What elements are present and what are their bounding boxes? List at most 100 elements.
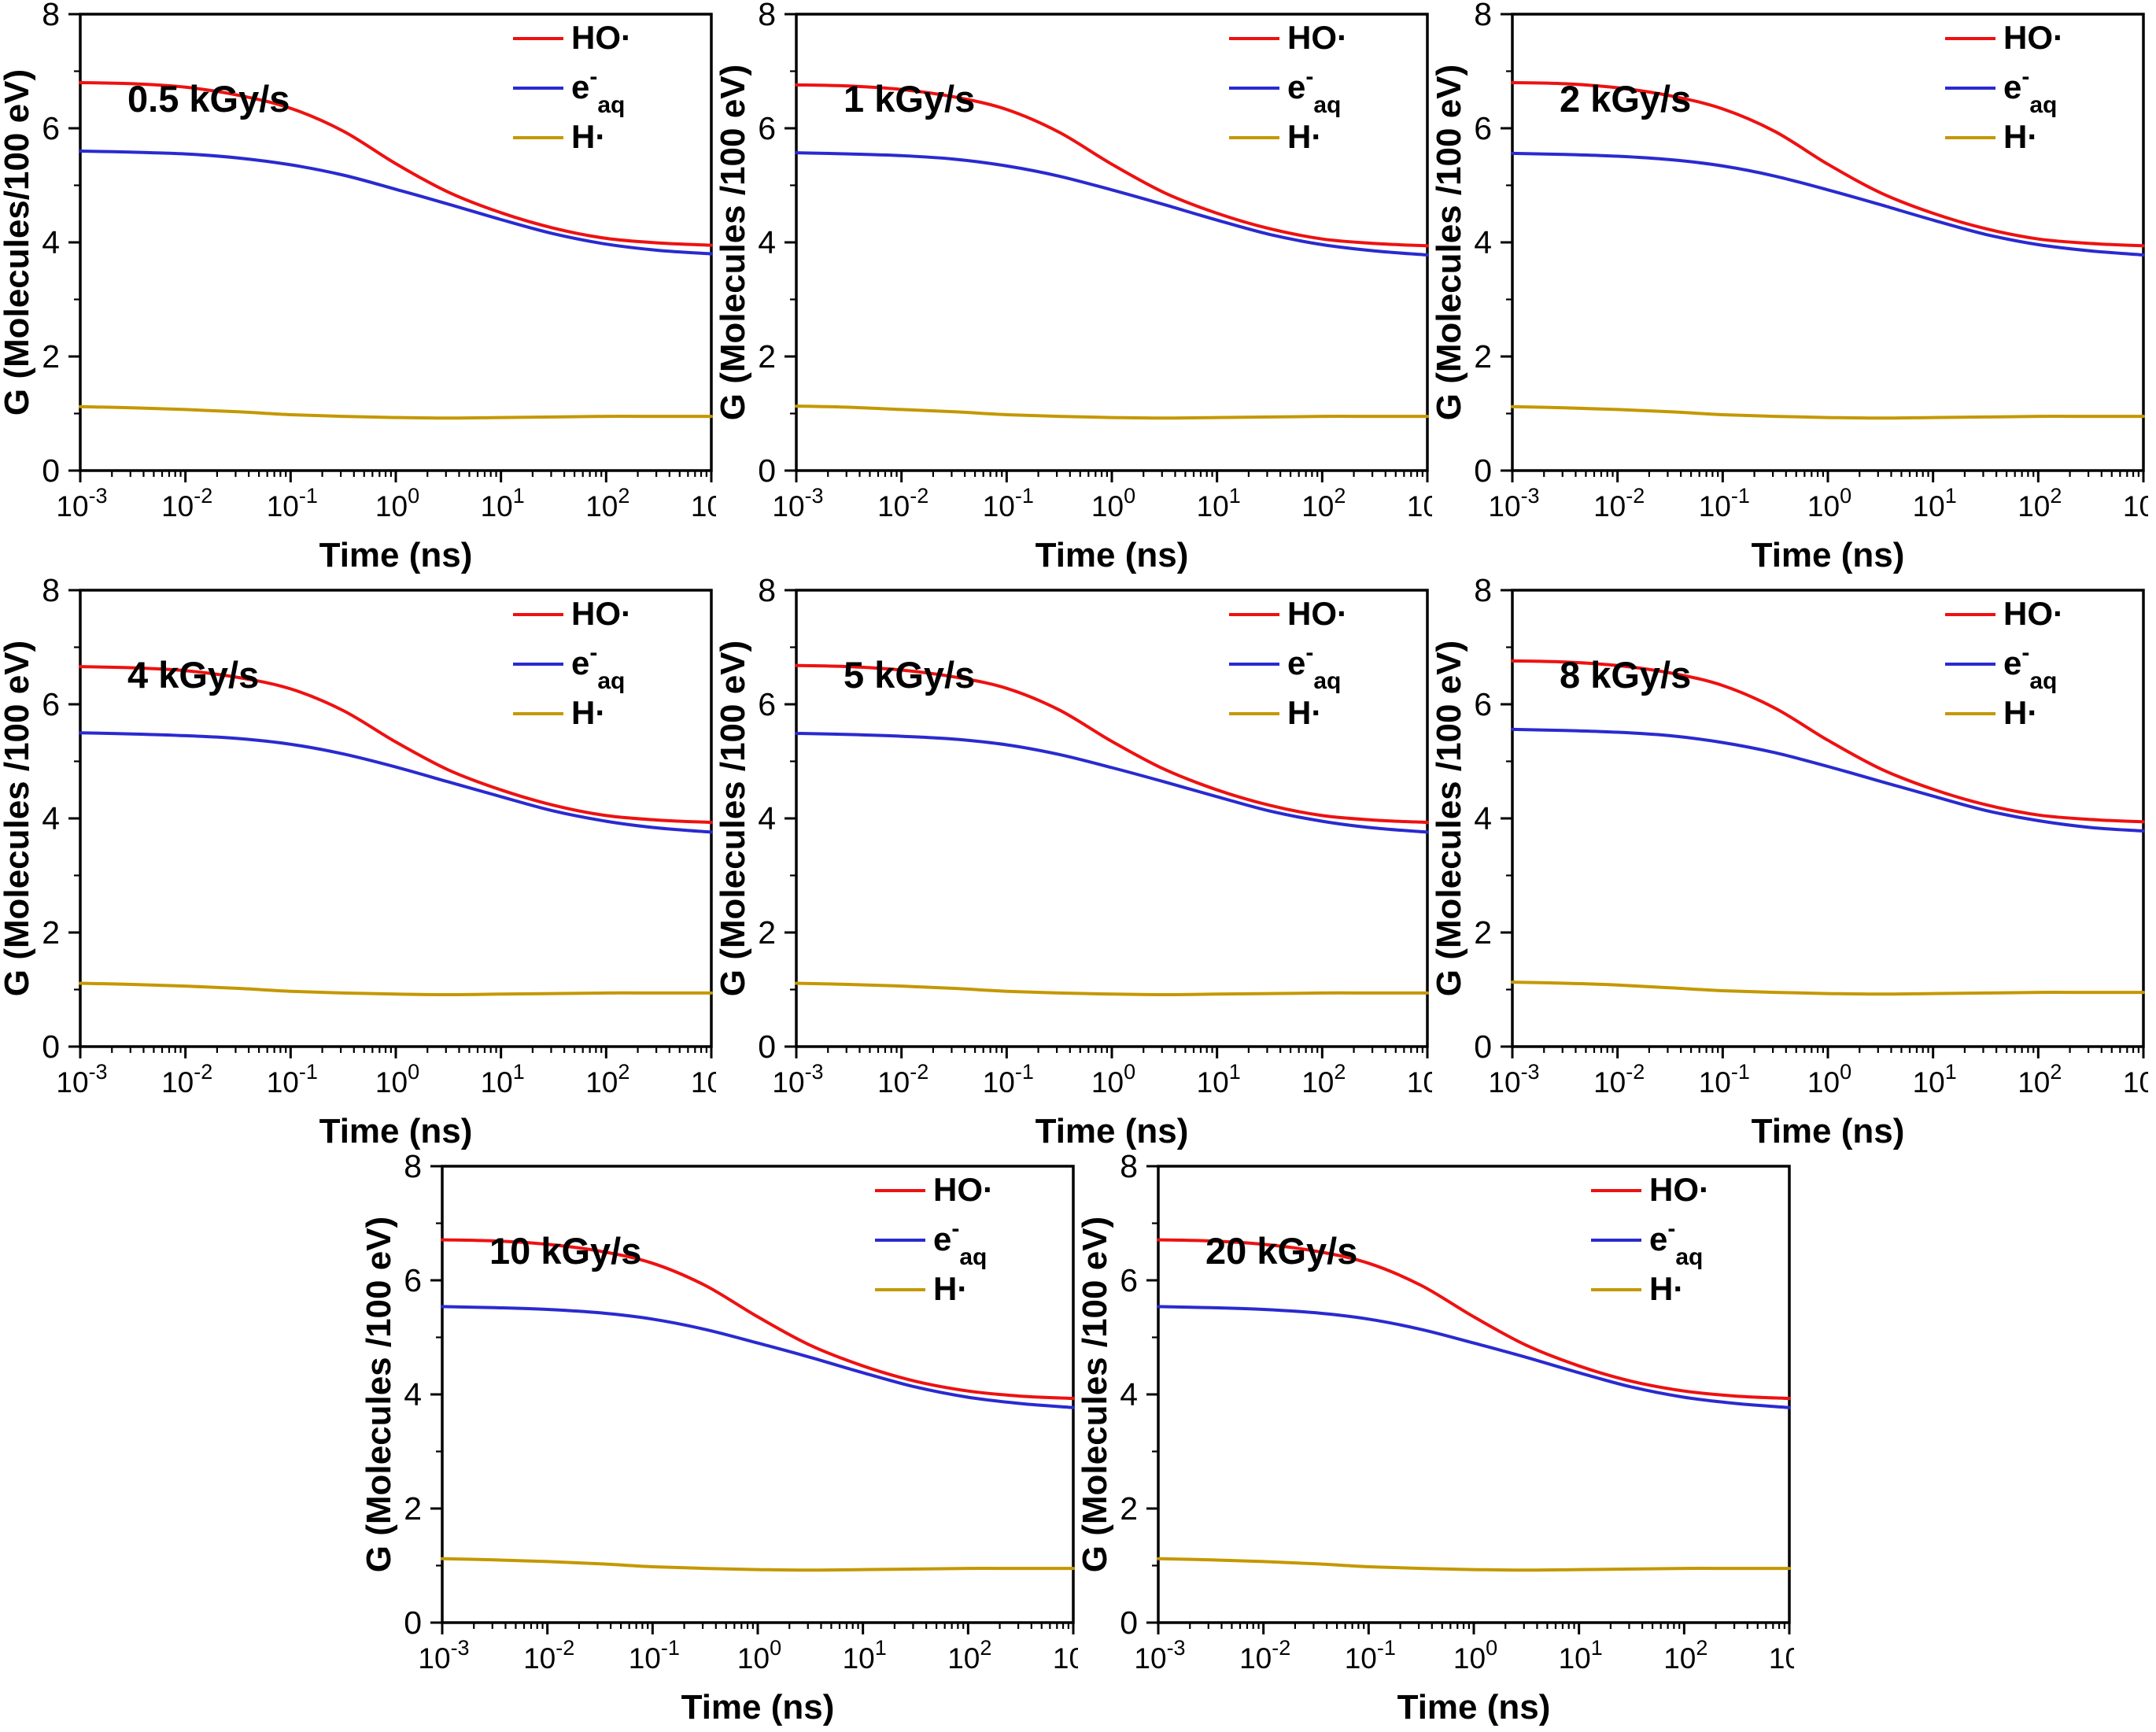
series-line-h [1157, 1557, 1791, 1572]
y-axis-label: G (Molecules /100 eV) [716, 65, 752, 420]
y-tick-label: 8 [404, 1152, 422, 1184]
series-line-eaq [1511, 727, 2145, 833]
x-tick-label: 102 [2018, 484, 2062, 523]
y-tick-label: 0 [758, 1028, 776, 1065]
x-tick-label: 10-2 [1593, 484, 1645, 523]
y-tick-label: 2 [42, 338, 60, 375]
y-tick-label: 4 [42, 800, 60, 836]
x-tick-label: 100 [1453, 1636, 1497, 1675]
series-line-ho [1511, 81, 2145, 248]
x-tick-label: 10-1 [983, 484, 1034, 523]
x-axis-label: Time (ns) [319, 536, 473, 574]
x-tick-label: 103 [1407, 1060, 1432, 1099]
y-tick-label: 8 [1474, 0, 1492, 32]
legend-label-eaq: e-aq [571, 64, 625, 118]
x-axis-label: Time (ns) [1036, 1112, 1189, 1150]
y-tick-label: 0 [42, 452, 60, 489]
panel-title: 10 kGy/s [489, 1230, 641, 1272]
y-tick-label: 8 [1120, 1152, 1138, 1184]
x-tick-label: 10-1 [1345, 1636, 1396, 1675]
y-axis-label: G (Molecules /100 eV) [0, 641, 36, 996]
y-tick-label: 4 [758, 224, 776, 260]
x-tick-label: 100 [1091, 1060, 1135, 1099]
x-tick-label: 10-1 [1699, 1060, 1750, 1099]
y-tick-label: 2 [42, 914, 60, 951]
y-tick-label: 4 [1474, 800, 1492, 836]
x-tick-label: 102 [585, 1060, 629, 1099]
y-tick-label: 6 [42, 686, 60, 722]
series-line-h [79, 981, 713, 997]
legend-label-h: H· [933, 1270, 968, 1307]
y-tick-label: 2 [1120, 1490, 1138, 1527]
y-tick-label: 2 [404, 1490, 422, 1527]
legend-label-h: H· [571, 118, 606, 155]
x-tick-label: 103 [1769, 1636, 1794, 1675]
legend-label-ho: HO· [571, 595, 632, 632]
series-line-eaq [795, 731, 1429, 834]
x-tick-label: 10-3 [1134, 1636, 1185, 1675]
y-tick-label: 2 [1474, 914, 1492, 951]
y-tick-label: 8 [42, 0, 60, 32]
legend-label-ho: HO· [1649, 1171, 1710, 1208]
chart-panel-1-kgy-s: 10-3 10-2 10-1 100 101 102 103 0 2 4 6 8 Time (ns) G … [714, 0, 1451, 576]
chart-panel-8-kgy-s: 10-3 10-2 10-1 100 101 102 103 0 2 4 6 8 Time (ns) G … [1430, 572, 2156, 1152]
y-tick-label: 4 [1474, 224, 1492, 260]
series-line-ho [1157, 1238, 1791, 1401]
figure-row-1: 10-3 10-2 10-1 100 101 102 103 0 2 4 6 8 Time (ns) G … [0, 0, 2156, 576]
series-line-h [441, 1557, 1075, 1572]
y-tick-label: 6 [1474, 110, 1492, 146]
x-tick-label: 100 [375, 1060, 419, 1099]
x-axis-label: Time (ns) [319, 1112, 473, 1150]
x-tick-label: 103 [2123, 484, 2148, 523]
x-tick-label: 102 [1663, 1636, 1707, 1675]
x-tick-label: 101 [843, 1636, 887, 1675]
series-line-ho [441, 1238, 1075, 1401]
chart-panel-2-kgy-s: 10-3 10-2 10-1 100 101 102 103 0 2 4 6 8 Time (ns) G … [1430, 0, 2156, 576]
y-axis-label: G (Molecules /100 eV) [716, 641, 752, 996]
y-tick-label: 8 [42, 576, 60, 608]
legend-label-eaq: e-aq [1287, 640, 1341, 694]
chart-canvas: 10-3 10-2 10-1 100 101 102 103 0 2 4 6 8 Time (ns) G … [714, 572, 1451, 1150]
series-line-ho [79, 81, 713, 247]
x-tick-label: 10-2 [161, 1060, 212, 1099]
x-tick-label: 103 [1407, 484, 1432, 523]
panel-title: 8 kGy/s [1560, 654, 1691, 696]
chart-canvas: 10-3 10-2 10-1 100 101 102 103 0 2 4 6 8 Time (ns) G … [1076, 1148, 1813, 1726]
x-tick-label: 101 [1913, 484, 1957, 523]
x-tick-label: 10-2 [1239, 1636, 1290, 1675]
x-axis-label: Time (ns) [1397, 1688, 1551, 1726]
figure-row-2: 10-3 10-2 10-1 100 101 102 103 0 2 4 6 8 Time (ns) G … [0, 572, 2156, 1152]
chart-panel-0.5-kgy-s: 10-3 10-2 10-1 100 101 102 103 0 2 4 6 8 Time (ns) G … [0, 0, 735, 576]
panel-title: 1 kGy/s [844, 78, 975, 120]
y-tick-label: 0 [1474, 1028, 1492, 1065]
series-line-h [1511, 404, 2145, 420]
y-axis-label: G (Molecules/100 eV) [0, 69, 36, 415]
panel-title: 4 kGy/s [127, 654, 259, 696]
chart-panel-10-kgy-s: 10-3 10-2 10-1 100 101 102 103 0 2 4 6 8 Time (ns) G … [360, 1148, 1097, 1728]
y-tick-label: 6 [758, 686, 776, 722]
legend-label-h: H· [2003, 118, 2038, 155]
x-tick-label: 10-2 [1593, 1060, 1645, 1099]
series-line-eaq [1511, 151, 2145, 257]
x-tick-label: 10-3 [1488, 484, 1539, 523]
x-tick-label: 102 [585, 484, 629, 523]
y-tick-label: 4 [42, 224, 60, 260]
y-axis-label: G (Molecules /100 eV) [362, 1217, 398, 1572]
x-tick-label: 101 [1559, 1636, 1603, 1675]
legend-label-eaq: e-aq [2003, 640, 2057, 694]
x-tick-label: 100 [375, 484, 419, 523]
chart-panel-4-kgy-s: 10-3 10-2 10-1 100 101 102 103 0 2 4 6 8 Time (ns) G … [0, 572, 735, 1152]
legend-label-eaq: e-aq [571, 640, 625, 694]
chart-panel-5-kgy-s: 10-3 10-2 10-1 100 101 102 103 0 2 4 6 8 Time (ns) G … [714, 572, 1451, 1152]
y-axis-label: G (Molecules /100 eV) [1432, 641, 1468, 996]
y-tick-label: 0 [1474, 452, 1492, 489]
chart-canvas: 10-3 10-2 10-1 100 101 102 103 0 2 4 6 8 Time (ns) G … [1430, 572, 2156, 1150]
y-tick-label: 2 [758, 914, 776, 951]
x-axis-label: Time (ns) [1752, 536, 1905, 574]
legend-label-eaq: e-aq [2003, 64, 2057, 118]
x-tick-label: 100 [737, 1636, 781, 1675]
y-tick-label: 0 [758, 452, 776, 489]
x-axis-label: Time (ns) [681, 1688, 835, 1726]
series-line-ho [1511, 659, 2145, 824]
x-tick-label: 100 [1807, 484, 1851, 523]
